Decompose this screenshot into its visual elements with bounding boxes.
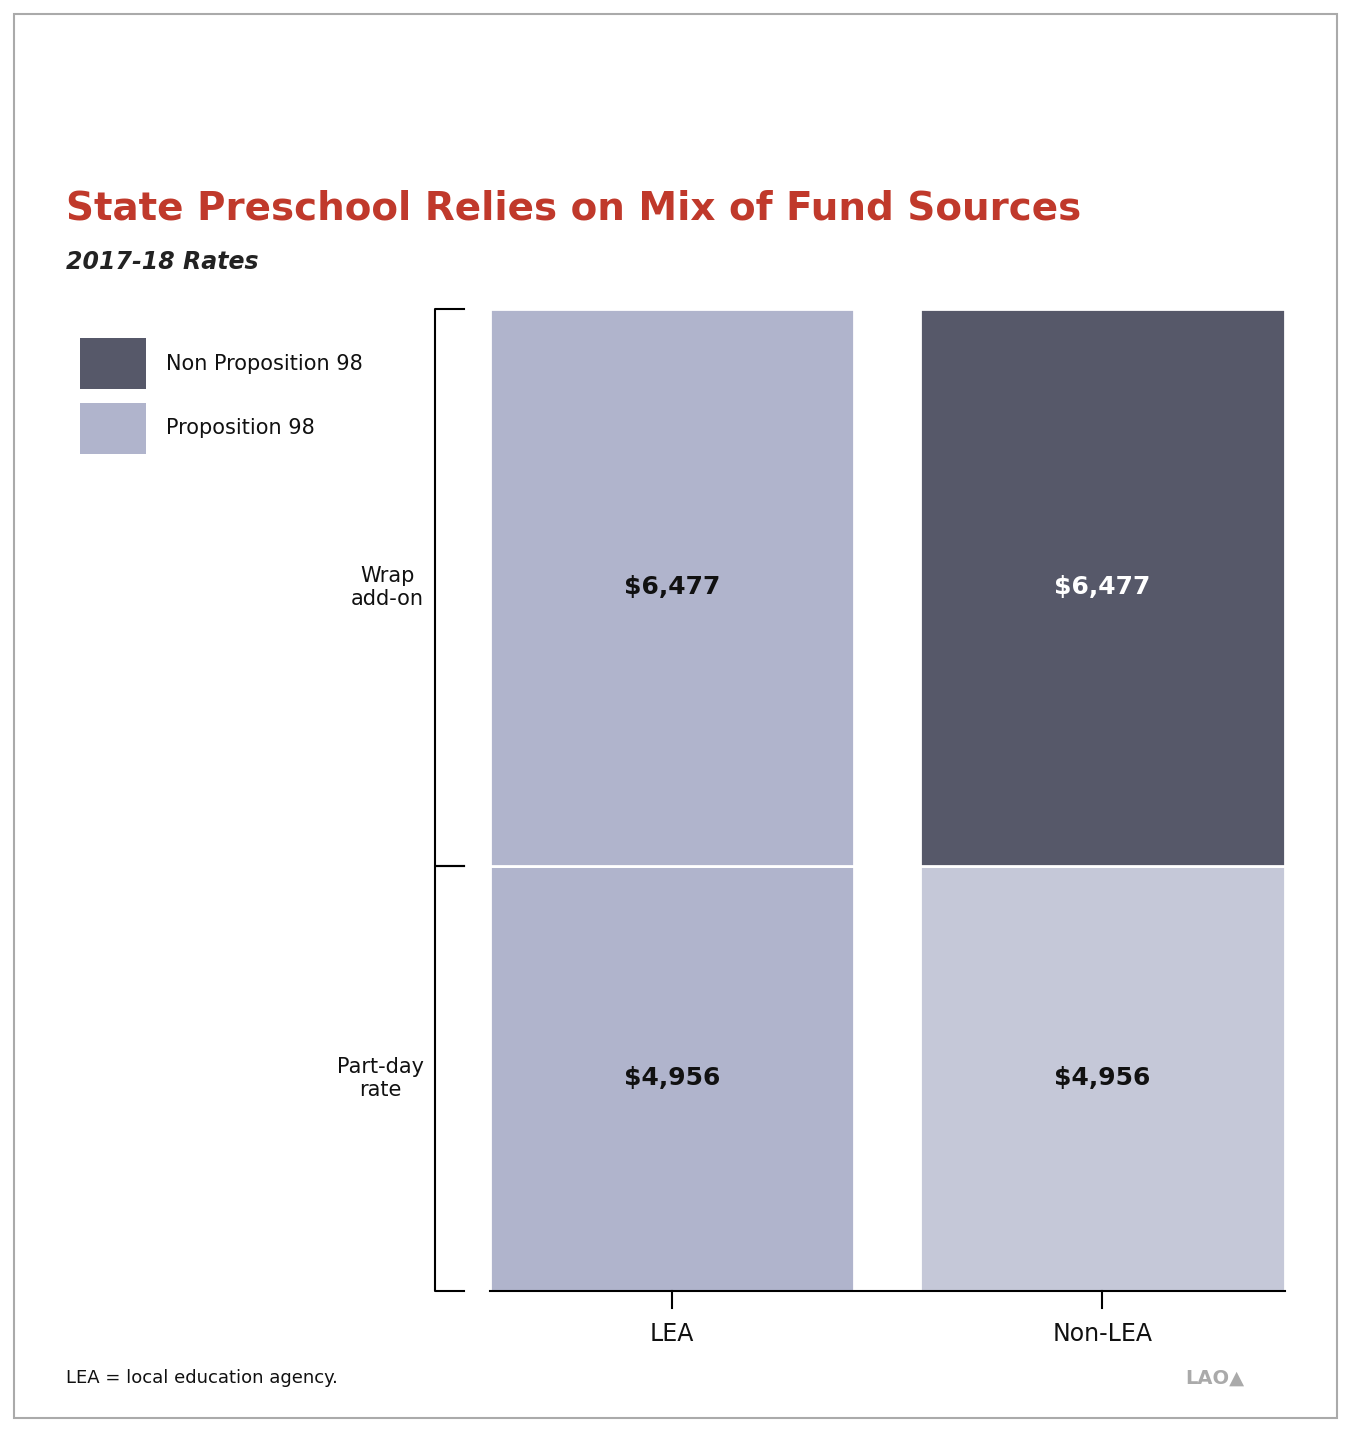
Bar	[80, 402, 146, 454]
Bar	[920, 865, 1285, 1292]
Text: 2017-18 Rates: 2017-18 Rates	[66, 251, 259, 274]
Text: $4,956: $4,956	[624, 1067, 720, 1090]
Text: LAO▲: LAO▲	[1186, 1369, 1244, 1388]
Text: $6,477: $6,477	[1054, 576, 1151, 599]
Text: Non-LEA: Non-LEA	[1052, 1322, 1152, 1346]
Bar	[80, 338, 146, 390]
Text: LEA: LEA	[650, 1322, 694, 1346]
Bar	[490, 865, 854, 1292]
Text: Part-day
rate: Part-day rate	[336, 1057, 424, 1100]
Text: State Preschool Relies on Mix of Fund Sources: State Preschool Relies on Mix of Fund So…	[66, 189, 1082, 228]
Text: Figure 24: Figure 24	[36, 66, 170, 90]
Text: $6,477: $6,477	[624, 576, 720, 599]
Bar	[490, 309, 854, 865]
Text: $4,956: $4,956	[1054, 1067, 1151, 1090]
Text: Wrap
add-on: Wrap add-on	[351, 566, 424, 609]
Text: Proposition 98: Proposition 98	[166, 418, 315, 438]
Text: LEA = local education agency.: LEA = local education agency.	[66, 1369, 338, 1388]
Bar	[920, 309, 1285, 865]
Text: Non Proposition 98: Non Proposition 98	[166, 354, 362, 374]
